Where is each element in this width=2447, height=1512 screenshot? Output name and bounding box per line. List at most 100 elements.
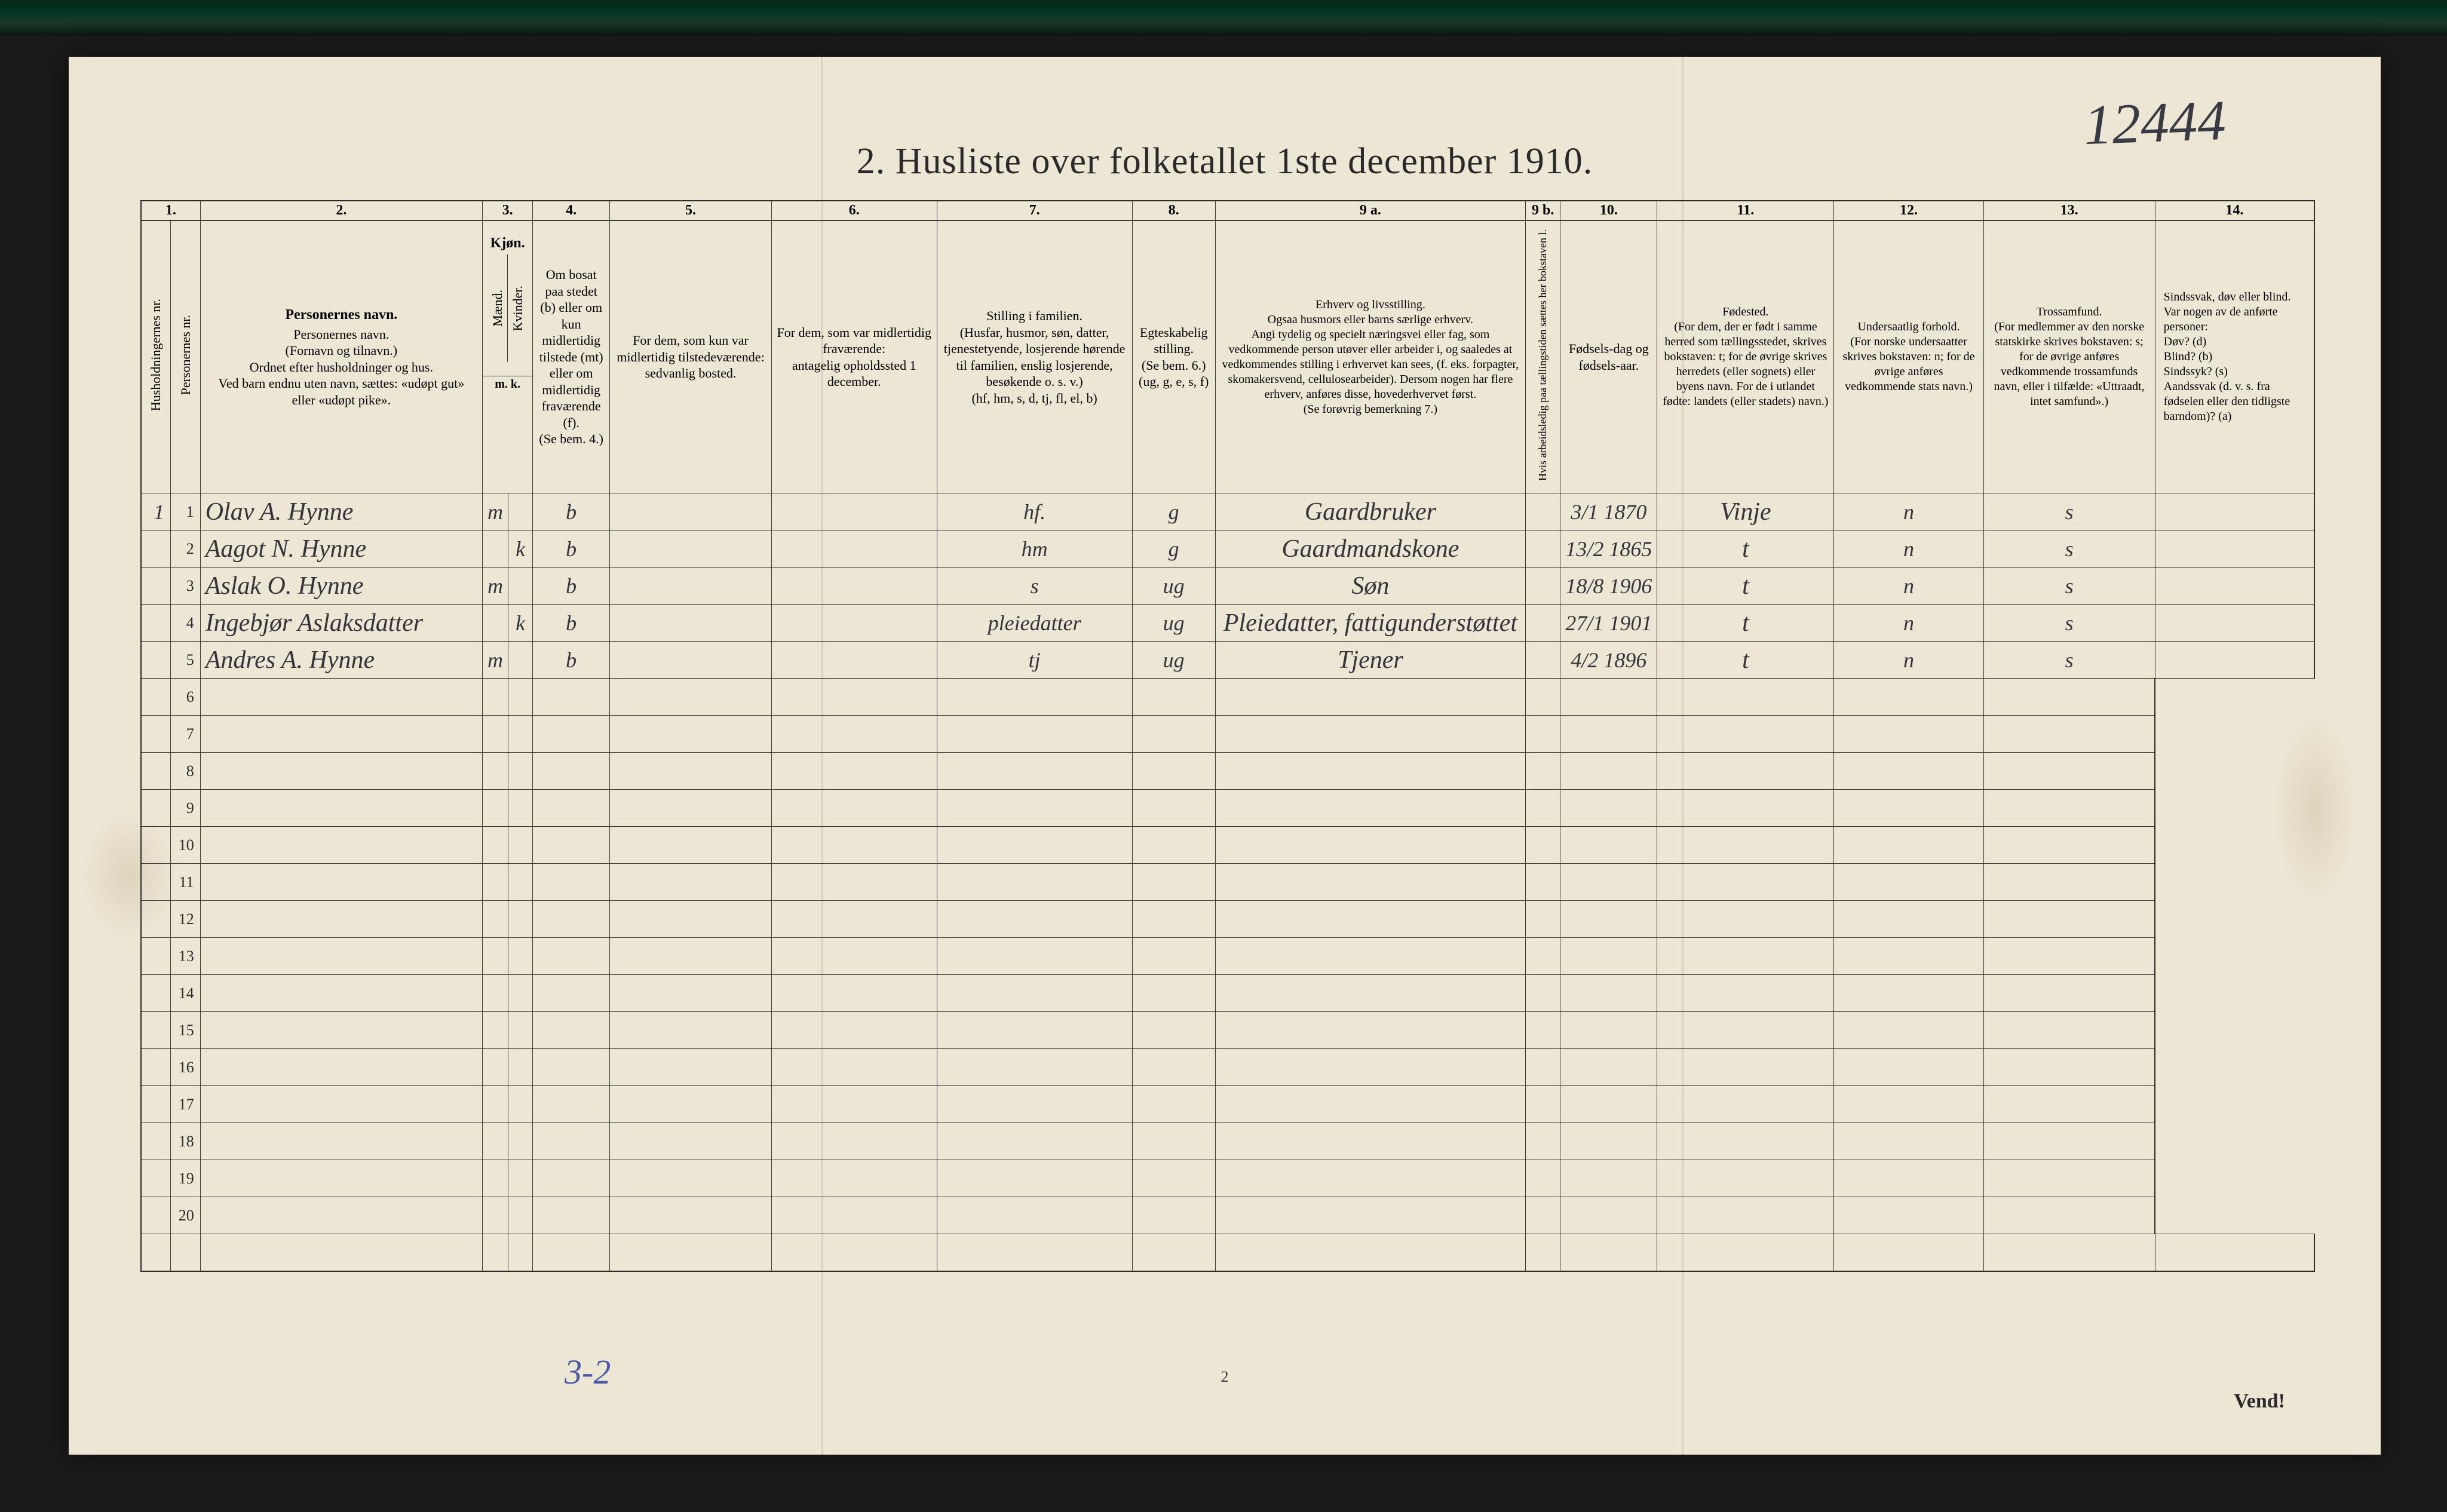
cell-sex-k xyxy=(508,493,532,530)
cell-tros: s xyxy=(1983,605,2155,642)
cell-empty xyxy=(1983,1234,2155,1271)
cell-sex-m xyxy=(482,530,508,568)
cell-fdag: 3/1 1870 xyxy=(1560,493,1657,530)
cell-empty xyxy=(482,1197,508,1234)
cell-empty xyxy=(533,790,610,827)
cell-person-nr-value: 1 xyxy=(186,503,194,520)
cell-bosat: b xyxy=(533,493,610,530)
cell-empty xyxy=(771,790,937,827)
cell-empty xyxy=(610,716,772,753)
cell-empty xyxy=(1215,1160,1525,1197)
cell-erhverv: Søn xyxy=(1215,568,1525,605)
cell-empty xyxy=(610,1086,772,1123)
cell-empty xyxy=(1983,679,2155,716)
cell-sex-m: m xyxy=(482,642,508,679)
cell-empty xyxy=(771,827,937,864)
cell-hushold xyxy=(141,716,171,753)
cell-frav xyxy=(771,568,937,605)
cell-person-nr: 17 xyxy=(171,1086,201,1123)
cell-arb xyxy=(1525,642,1560,679)
cell-empty xyxy=(1525,1197,1560,1234)
header-hushold: Husholdningernes nr. xyxy=(141,220,171,493)
cell-empty xyxy=(1657,1049,1834,1086)
cell-stilling-value: s xyxy=(1031,574,1039,598)
cell-empty xyxy=(1983,938,2155,975)
cell-empty xyxy=(200,790,482,827)
cell-empty xyxy=(533,1123,610,1160)
table-row-empty: 19 xyxy=(141,1160,2314,1197)
cell-empty xyxy=(533,716,610,753)
cell-empty xyxy=(1132,753,1215,790)
cell-empty xyxy=(610,1049,772,1086)
cell-bosat: b xyxy=(533,642,610,679)
cell-empty xyxy=(1834,938,1983,975)
colnum: 6. xyxy=(771,201,937,220)
cell-hushold xyxy=(141,790,171,827)
cell-under: n xyxy=(1834,642,1983,679)
cell-arb xyxy=(1525,493,1560,530)
cell-fsted: t xyxy=(1657,642,1834,679)
cell-sex-m-value: m xyxy=(487,500,503,524)
cell-fdag-value: 3/1 1870 xyxy=(1571,500,1646,524)
cell-empty xyxy=(610,1160,772,1197)
cell-empty xyxy=(1215,753,1525,790)
cell-empty xyxy=(1560,938,1657,975)
table-row: 11Olav A. Hynnembhf.gGaardbruker3/1 1870… xyxy=(141,493,2314,530)
cell-stilling: hm xyxy=(937,530,1132,568)
cell-person-nr-value: 7 xyxy=(186,725,194,743)
cell-empty xyxy=(482,1049,508,1086)
cell-empty xyxy=(533,1049,610,1086)
cell-empty xyxy=(533,1234,610,1271)
cell-empty xyxy=(533,827,610,864)
cell-hushold xyxy=(141,1123,171,1160)
cell-empty xyxy=(533,938,610,975)
cell-empty xyxy=(1525,1012,1560,1049)
cell-empty xyxy=(1215,1123,1525,1160)
cell-empty xyxy=(937,716,1132,753)
cell-empty xyxy=(1215,716,1525,753)
cell-empty xyxy=(1560,1049,1657,1086)
cell-egte: ug xyxy=(1132,642,1215,679)
cell-empty xyxy=(1215,679,1525,716)
cell-empty xyxy=(1560,1160,1657,1197)
cell-empty xyxy=(1525,679,1560,716)
cell-empty xyxy=(1525,864,1560,901)
cell-empty xyxy=(482,901,508,938)
cell-name-value: Andres A. Hynne xyxy=(206,646,375,674)
cell-empty xyxy=(200,1197,482,1234)
cell-empty xyxy=(937,1197,1132,1234)
cell-empty xyxy=(771,716,937,753)
cell-empty xyxy=(610,790,772,827)
cell-empty xyxy=(141,1234,171,1271)
cell-empty xyxy=(482,1012,508,1049)
cell-person-nr-value: 16 xyxy=(179,1059,194,1076)
table-row: 2Aagot N. HynnekbhmgGaardmandskone13/2 1… xyxy=(141,530,2314,568)
colnum: 14. xyxy=(2155,201,2314,220)
cell-empty xyxy=(533,975,610,1012)
cell-midl xyxy=(610,530,772,568)
cell-empty xyxy=(1525,1049,1560,1086)
cell-empty xyxy=(482,790,508,827)
colnum: 7. xyxy=(937,201,1132,220)
cell-empty xyxy=(1560,864,1657,901)
cell-empty xyxy=(1215,1234,1525,1271)
cell-empty xyxy=(937,1012,1132,1049)
cell-person-nr: 6 xyxy=(171,679,201,716)
cell-empty xyxy=(610,901,772,938)
footer-blue-note: 3-2 xyxy=(565,1352,611,1392)
cell-bosat: b xyxy=(533,530,610,568)
cell-hushold xyxy=(141,1160,171,1197)
cell-empty xyxy=(1132,975,1215,1012)
cell-empty xyxy=(1132,716,1215,753)
cell-empty xyxy=(937,1086,1132,1123)
cell-empty xyxy=(1132,1086,1215,1123)
cell-person-nr: 16 xyxy=(171,1049,201,1086)
cell-egte-value: g xyxy=(1169,537,1179,561)
table-row-tail xyxy=(141,1234,2314,1271)
cell-fsted-value: t xyxy=(1742,609,1749,637)
header-sex-mk: m. k. xyxy=(482,376,532,493)
cell-hushold: 1 xyxy=(141,493,171,530)
cell-person-nr-value: 15 xyxy=(179,1022,194,1039)
colnum: 11. xyxy=(1657,201,1834,220)
cell-empty xyxy=(1525,827,1560,864)
